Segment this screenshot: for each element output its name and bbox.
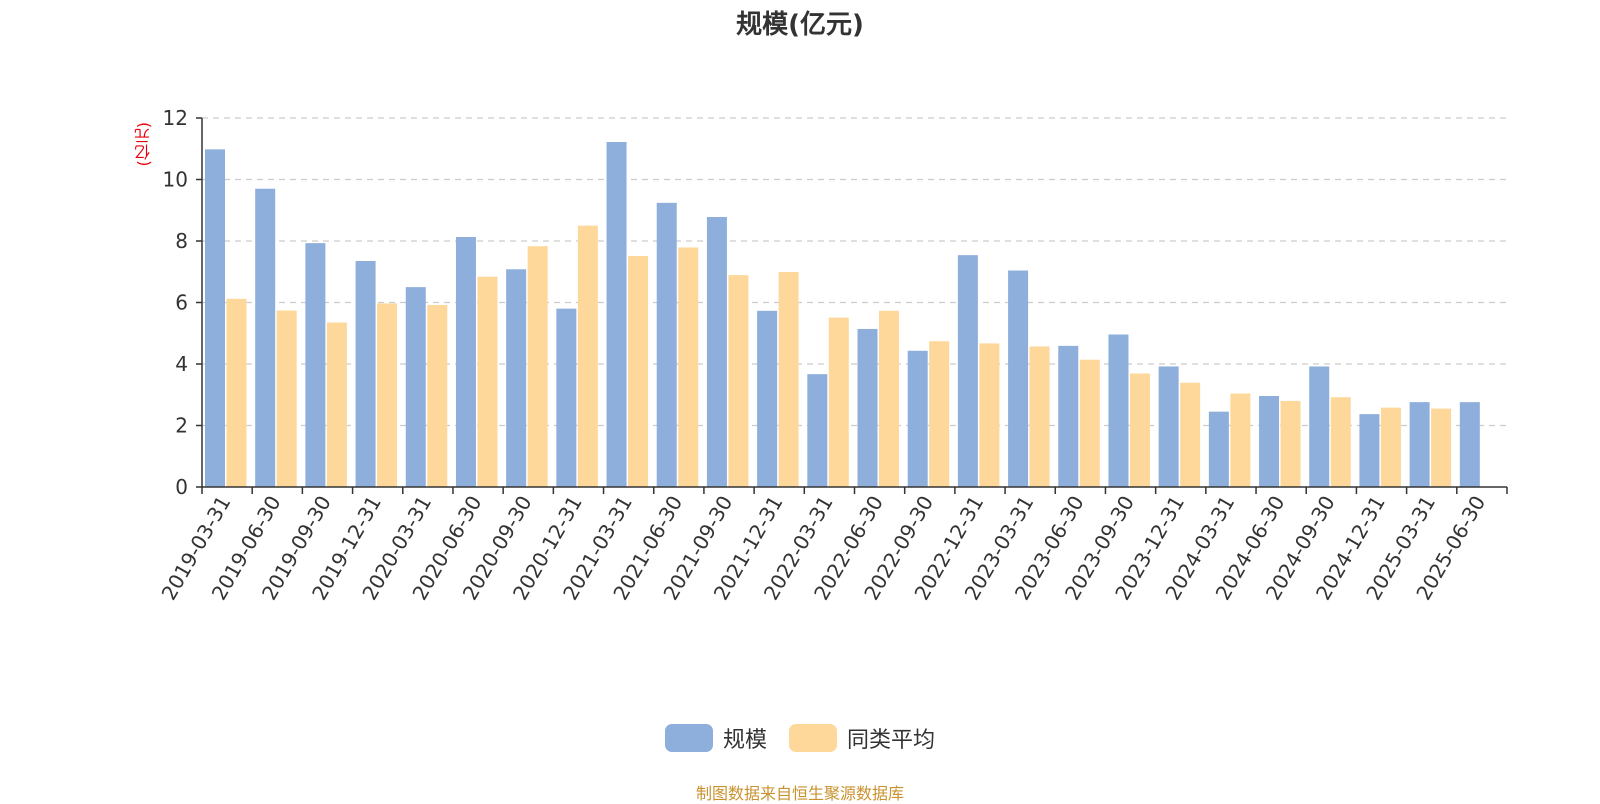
bar-category-average[interactable]: [1180, 382, 1201, 487]
bar-scale[interactable]: [1259, 395, 1280, 487]
legend-item-scale[interactable]: 规模: [664, 722, 767, 754]
y-tick-label: 12: [163, 106, 188, 130]
bar-scale[interactable]: [957, 255, 978, 487]
grid-lines: [202, 117, 1507, 427]
bar-category-average[interactable]: [979, 343, 1000, 487]
y-tick-label: 8: [175, 229, 188, 253]
bar-scale[interactable]: [656, 202, 677, 487]
bar-category-average[interactable]: [879, 310, 899, 487]
bar-scale[interactable]: [1459, 402, 1480, 487]
bar-scale[interactable]: [606, 141, 627, 488]
bar-scale[interactable]: [1058, 345, 1079, 487]
bar-category-average[interactable]: [628, 256, 649, 487]
bar-category-average[interactable]: [1129, 373, 1150, 487]
bar-scale[interactable]: [1108, 334, 1129, 487]
y-tick-label: 6: [175, 291, 188, 315]
bar-category-average[interactable]: [929, 341, 950, 487]
bar-category-average[interactable]: [577, 225, 598, 487]
bar-scale[interactable]: [305, 243, 326, 487]
bar-scale[interactable]: [506, 269, 527, 487]
bar-category-average[interactable]: [527, 246, 548, 487]
y-tick-label: 0: [175, 475, 188, 499]
bar-scale[interactable]: [807, 374, 828, 487]
chart-title: 规模(亿元): [736, 10, 864, 40]
bar-scale[interactable]: [1309, 366, 1330, 487]
y-tick-label: 2: [175, 414, 188, 438]
bar-category-average[interactable]: [1230, 393, 1251, 487]
bar-category-average[interactable]: [1380, 407, 1401, 487]
bar-scale[interactable]: [255, 188, 276, 487]
bar-category-average[interactable]: [1079, 359, 1100, 487]
bar-category-average[interactable]: [427, 304, 448, 487]
bar-category-average[interactable]: [728, 275, 749, 487]
bar-category-average[interactable]: [1431, 408, 1452, 487]
bar-category-average[interactable]: [477, 276, 498, 487]
bar-scale[interactable]: [1359, 414, 1380, 487]
y-tick-label: 4: [175, 352, 188, 376]
bar-scale[interactable]: [706, 217, 727, 487]
y-tick-label: 10: [163, 168, 188, 192]
legend-label-category-average: 同类平均: [847, 728, 936, 753]
bar-category-average[interactable]: [828, 317, 849, 487]
bar-scale[interactable]: [1158, 366, 1179, 487]
bars: [205, 141, 1480, 488]
bar-scale[interactable]: [205, 149, 225, 488]
bar-scale[interactable]: [757, 310, 778, 487]
bar-category-average[interactable]: [276, 310, 297, 487]
legend-swatch-category-average: [789, 724, 837, 752]
data-source-note: 制图数据来自恒生聚源数据库: [695, 784, 904, 803]
bar-category-average[interactable]: [678, 247, 699, 487]
legend-item-category-average[interactable]: 同类平均: [789, 722, 935, 754]
bar-category-average[interactable]: [1330, 397, 1351, 487]
bar-category-average[interactable]: [1280, 400, 1301, 487]
bar-scale[interactable]: [355, 260, 376, 487]
legend-swatch-scale: [664, 724, 713, 752]
bar-category-average[interactable]: [377, 303, 398, 487]
bar-category-average[interactable]: [226, 298, 247, 487]
bar-scale[interactable]: [1008, 270, 1029, 487]
bar-category-average[interactable]: [778, 272, 799, 487]
bar-category-average[interactable]: [1029, 346, 1050, 487]
bar-scale[interactable]: [556, 308, 577, 487]
bar-scale[interactable]: [907, 350, 928, 487]
bar-scale[interactable]: [1409, 402, 1430, 487]
bar-category-average[interactable]: [326, 322, 347, 487]
bar-scale[interactable]: [405, 287, 426, 487]
bar-scale[interactable]: [455, 237, 476, 487]
bar-scale[interactable]: [1208, 411, 1229, 487]
bar-scale[interactable]: [857, 328, 878, 487]
legend: 规模 同类平均: [0, 722, 1600, 754]
legend-label-scale: 规模: [722, 728, 767, 753]
